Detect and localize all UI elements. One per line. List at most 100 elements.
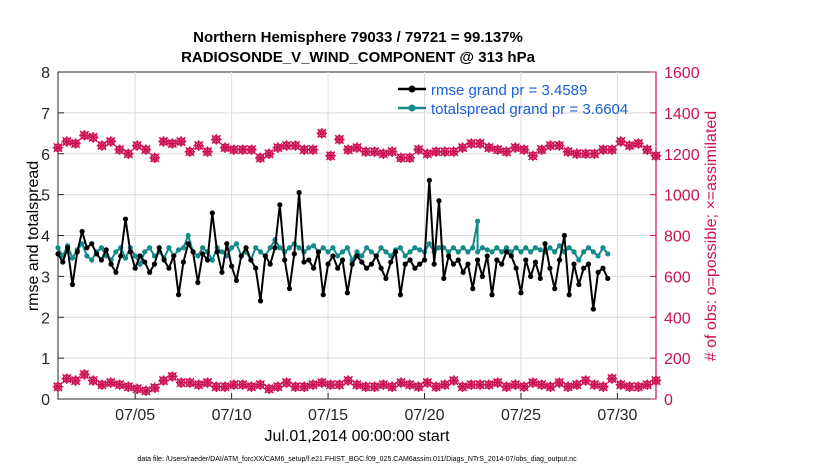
totalspread-point <box>364 245 370 251</box>
series-lines <box>55 177 611 312</box>
rmse-point <box>108 261 114 267</box>
rmse-point <box>267 261 273 267</box>
obs-cross <box>589 148 600 159</box>
obs-assimilated-marker <box>430 381 442 392</box>
obs-cross <box>562 381 574 392</box>
rmse-point <box>204 257 211 263</box>
obs-possible-marker <box>615 136 627 147</box>
obs-cross <box>606 144 618 155</box>
obs-assimilated-marker <box>422 377 433 388</box>
obs-cross <box>615 379 627 390</box>
obs-assimilated-marker <box>518 381 530 392</box>
totalspread-point <box>383 249 389 255</box>
rmse-point <box>248 257 254 263</box>
y-right-tick-label: 1600 <box>664 65 700 82</box>
obs-assimilated-marker <box>378 379 389 390</box>
rmse-point <box>233 277 240 284</box>
obs-cross <box>140 144 152 155</box>
y-left-tick-label: 8 <box>41 65 50 82</box>
rmse-point <box>571 261 577 267</box>
rmse-point <box>238 253 244 259</box>
obs-assimilated-marker <box>615 379 627 390</box>
obs-cross <box>123 381 134 392</box>
y-right-tick-label: 200 <box>664 351 691 368</box>
obs-assimilated-marker <box>562 381 574 392</box>
obs-cross <box>439 146 451 157</box>
totalspread-point <box>132 253 138 259</box>
obs-assimilated-marker <box>492 377 503 388</box>
rmse-point <box>407 257 413 263</box>
totalspread-point <box>185 232 191 239</box>
totalspread-point <box>253 245 259 251</box>
legend-spread-marker <box>408 104 416 112</box>
obs-cross <box>316 377 328 388</box>
y-right-tick-label: 800 <box>664 229 691 246</box>
obs-cross <box>395 152 407 164</box>
obs-cross <box>79 130 90 141</box>
obs-cross <box>96 379 108 390</box>
obs-cross <box>255 152 266 164</box>
obs-assimilated-marker <box>131 383 143 394</box>
x-tick-label: 07/25 <box>501 407 541 424</box>
obs-assimilated-marker <box>642 379 653 390</box>
y-left-tick-label: 7 <box>41 106 50 123</box>
obs-cross <box>131 383 143 394</box>
obs-cross <box>272 381 284 392</box>
totalspread-point <box>306 245 312 251</box>
obs-cross <box>430 381 442 392</box>
y-left-tick-label: 6 <box>41 147 50 164</box>
rmse-point <box>166 265 172 271</box>
rmse-point <box>122 216 129 222</box>
obs-possible-marker <box>52 142 64 153</box>
legend-spread-label: totalspread grand pr = 3.6604 <box>431 101 628 118</box>
totalspread-point <box>446 249 452 255</box>
obs-possible-marker <box>325 150 336 161</box>
x-axis: 07/05 07/10 07/15 07/20 07/25 07/30 <box>115 393 638 424</box>
obs-possible-marker <box>334 134 345 145</box>
obs-cross <box>290 381 301 392</box>
obs-possible-marker <box>87 132 99 143</box>
obs-possible-marker <box>79 130 90 141</box>
x-tick-label: 07/05 <box>115 407 155 424</box>
rmse-point <box>484 253 490 259</box>
obs-cross <box>510 142 521 153</box>
rmse-point <box>224 241 230 247</box>
rmse-point <box>257 298 264 304</box>
y-right-tick-label: 0 <box>664 392 673 409</box>
rmse-point <box>373 253 379 259</box>
obs-cross <box>343 144 354 155</box>
obs-cross <box>131 140 143 151</box>
rmse-point <box>79 228 85 235</box>
obs-cross <box>281 140 292 151</box>
obs-cross <box>334 379 345 390</box>
obs-assimilated-marker <box>114 379 125 390</box>
x-tick-label: 07/10 <box>212 407 252 424</box>
obs-assimilated-marker <box>369 381 380 392</box>
obs-cross <box>536 379 547 390</box>
obs-cross <box>571 148 583 159</box>
obs-cross <box>501 381 512 392</box>
rmse-point <box>272 245 278 251</box>
rmse-point <box>426 177 432 183</box>
obs-assimilated-marker <box>96 379 108 390</box>
rmse-point <box>392 249 399 255</box>
obs-cross <box>606 373 618 384</box>
rmse-point <box>229 263 235 269</box>
totalspread-point <box>113 249 119 255</box>
totalspread-point <box>489 249 495 255</box>
totalspread-point <box>286 245 293 251</box>
rmse-point <box>383 275 389 282</box>
rmse-point <box>84 245 90 251</box>
obs-assimilated-marker <box>219 381 231 392</box>
rmse-point <box>151 261 158 267</box>
obs-cross <box>193 140 204 151</box>
obs-assimilated-marker <box>281 377 292 388</box>
obs-possible-marker <box>510 142 521 153</box>
totalspread-point <box>417 247 423 253</box>
obs-cross <box>105 377 116 388</box>
obs-assimilated-marker <box>158 375 169 386</box>
totalspread-point <box>470 245 476 251</box>
obs-cross <box>633 381 644 392</box>
obs-possible-marker <box>589 148 600 159</box>
rmse-point <box>431 261 437 267</box>
